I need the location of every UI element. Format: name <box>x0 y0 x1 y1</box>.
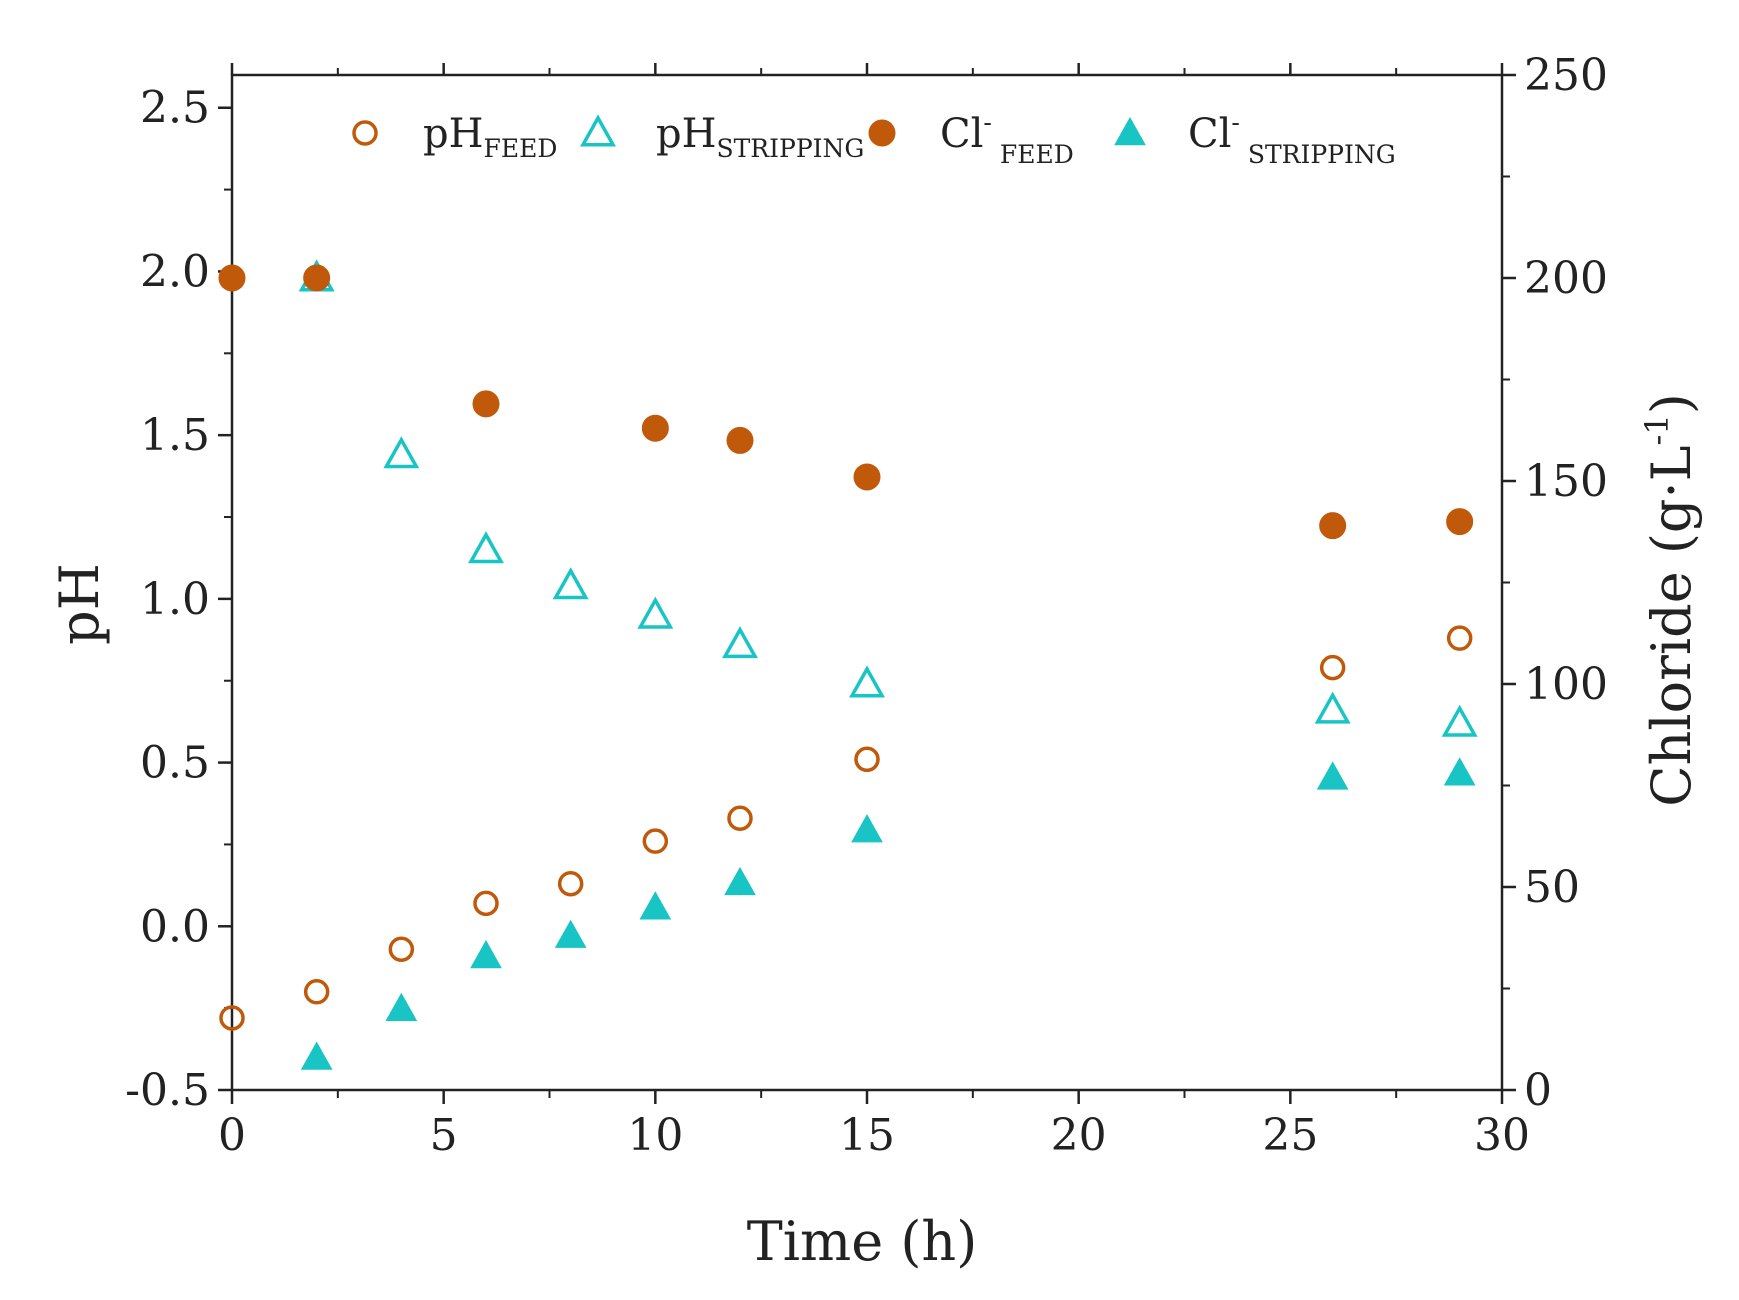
legend-label: Cl-STRIPPING <box>1188 108 1396 169</box>
y-right-tick-label: 250 <box>1524 50 1608 101</box>
y-left-tick-label: 0.0 <box>140 901 210 952</box>
data-point <box>1314 691 1351 724</box>
y-left-tick-label: 1.0 <box>140 574 210 625</box>
data-point <box>727 805 753 831</box>
y-right-tick-label: 100 <box>1524 659 1608 710</box>
legend-label-main: pH <box>423 111 484 157</box>
y-left-tick-label: 1.5 <box>140 410 210 461</box>
plot-axes: 0 5 10 15 20 25 30 -0.5 0.0 0.5 1.0 1.5 2.0 2.5 0 50 100… <box>125 50 1608 1161</box>
data-point <box>218 264 246 292</box>
data-point <box>383 436 420 469</box>
data-point <box>557 870 584 897</box>
data-point <box>1441 704 1478 737</box>
series-pHSTRIPPING <box>298 259 1478 737</box>
y-right-tick-label: 150 <box>1524 456 1608 507</box>
series-Cl-STRIPPING <box>300 757 1476 1070</box>
legend-label-main: Cl <box>1188 111 1231 157</box>
data-point <box>726 426 754 454</box>
y-right-tick-label: 0 <box>1524 1065 1552 1116</box>
series-Cl-FEED <box>218 264 1474 540</box>
legend-label-main: pH <box>656 111 717 157</box>
legend-label-main: Cl <box>940 111 983 157</box>
legend-label: Cl-FEED <box>940 108 1074 169</box>
data-point <box>1319 654 1346 681</box>
data-point <box>300 1041 333 1070</box>
y-left-tick-label: 2.0 <box>140 246 210 297</box>
y-left-tick-label: 0.5 <box>140 738 210 789</box>
legend-marker <box>1114 116 1146 146</box>
data-point <box>642 828 669 854</box>
data-point <box>385 992 418 1021</box>
legend-label-sup: - <box>1231 108 1239 137</box>
y-right-tick-label: 200 <box>1524 253 1608 304</box>
legend-label-sub: STRIPPING <box>717 134 865 163</box>
x-tick-label: 0 <box>218 1110 246 1161</box>
legend-marker <box>580 114 616 147</box>
data-point <box>851 814 883 843</box>
data-point <box>1316 761 1349 790</box>
legend-entry: Cl-FEED <box>868 108 1074 169</box>
y-axis-right-title-sup: -1 <box>1638 414 1676 445</box>
data-point <box>1443 757 1476 786</box>
data-point <box>849 665 885 698</box>
legend-label: pHSTRIPPING <box>656 111 864 163</box>
legend-label-sub: STRIPPING <box>1248 140 1396 169</box>
y-right-tick-label: 50 <box>1524 862 1580 913</box>
data-point <box>1446 625 1473 651</box>
data-point <box>473 890 499 917</box>
legend-label-sup: - <box>983 108 991 137</box>
x-axis-title: Time (h) <box>747 1210 978 1273</box>
y-axis-right-title: Chloride (g·L-1) <box>1638 393 1703 807</box>
data-point <box>303 264 331 292</box>
y-axis-right-title-close: ) <box>1640 393 1703 414</box>
x-tick-label: 15 <box>839 1110 895 1161</box>
y-left-tick-label: -0.5 <box>125 1065 210 1116</box>
data-point <box>637 596 674 629</box>
legend-label-sub: FEED <box>484 134 558 163</box>
data-point <box>552 567 589 600</box>
data-point <box>219 1005 245 1031</box>
x-tick-label: 10 <box>627 1110 683 1161</box>
data-point <box>854 746 880 773</box>
data-point <box>639 891 672 920</box>
legend-entry: Cl-STRIPPING <box>1114 108 1396 169</box>
legend-marker <box>352 120 378 146</box>
data-point <box>1446 508 1474 536</box>
data-point <box>303 979 330 1005</box>
data-marks <box>218 259 1478 1070</box>
y-axis-left-title: pH <box>48 563 111 645</box>
x-tick-label: 20 <box>1051 1110 1107 1161</box>
data-point <box>724 866 756 896</box>
series-pHFEED <box>219 625 1473 1031</box>
legend-label: pHFEED <box>423 111 557 163</box>
data-point <box>722 626 758 659</box>
data-point <box>554 919 587 948</box>
y-axis-right-title-main: Chloride (g·L <box>1640 445 1703 806</box>
y-left-tick-label: 2.5 <box>140 83 210 134</box>
x-tick-label: 30 <box>1474 1110 1530 1161</box>
data-point <box>641 414 669 442</box>
legend-label-sub: FEED <box>1000 140 1074 169</box>
plot-frame <box>230 73 1504 1092</box>
legend-entry: pHSTRIPPING <box>580 111 864 163</box>
legend-entry: pHFEED <box>352 111 557 163</box>
data-point <box>388 936 415 962</box>
legend-marker <box>868 119 896 147</box>
x-tick-label: 5 <box>430 1110 458 1161</box>
legend: pHFEED pHSTRIPPING Cl-FEED Cl-STRIPPING <box>352 108 1396 169</box>
x-tick-label: 25 <box>1262 1110 1318 1161</box>
data-point <box>853 463 881 491</box>
data-point <box>468 531 504 564</box>
data-point <box>470 939 502 969</box>
data-point <box>1319 512 1347 540</box>
data-point <box>472 390 500 418</box>
